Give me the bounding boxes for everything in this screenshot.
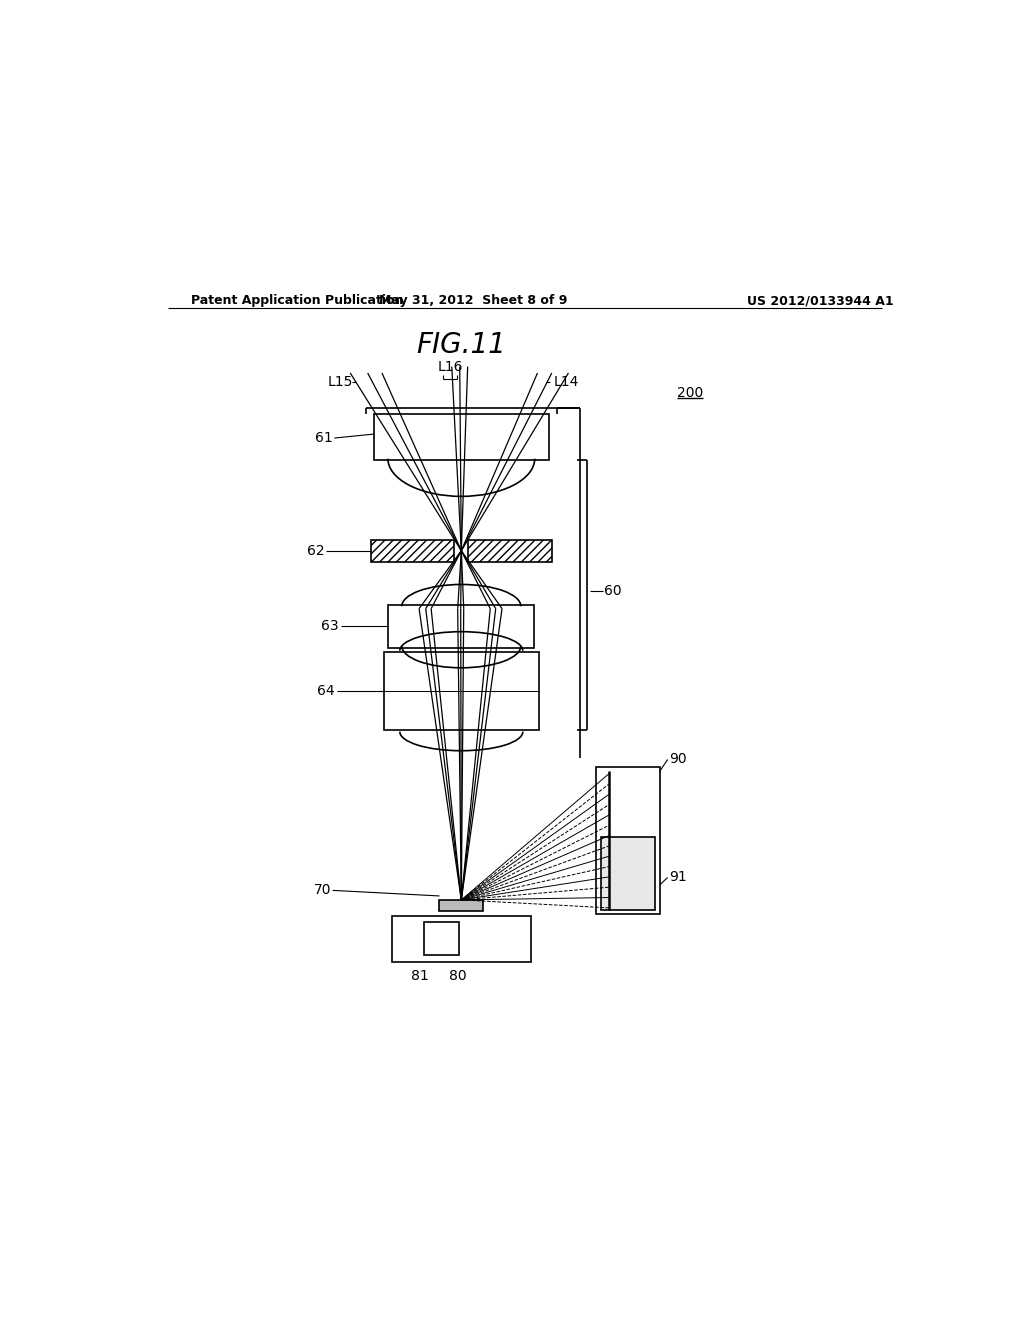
Text: 200: 200	[677, 385, 703, 400]
Text: L14: L14	[553, 375, 579, 389]
Bar	[601, 837, 655, 911]
Bar	[468, 540, 552, 562]
Text: L15: L15	[328, 375, 353, 389]
Bar	[596, 767, 659, 915]
Bar	[374, 414, 549, 461]
Text: US 2012/0133944 A1: US 2012/0133944 A1	[748, 294, 894, 308]
Text: 70: 70	[313, 883, 331, 898]
Text: 81: 81	[412, 969, 429, 983]
Text: FIG.11: FIG.11	[417, 331, 506, 359]
Bar	[439, 900, 483, 911]
Bar	[392, 916, 530, 962]
Text: May 31, 2012  Sheet 8 of 9: May 31, 2012 Sheet 8 of 9	[379, 294, 567, 308]
Text: 64: 64	[316, 684, 334, 698]
Bar	[424, 923, 460, 956]
Text: 90: 90	[670, 752, 687, 767]
Bar	[384, 652, 539, 730]
Text: Patent Application Publication: Patent Application Publication	[191, 294, 403, 308]
Bar	[371, 540, 455, 562]
Text: 60: 60	[604, 585, 622, 598]
Text: 63: 63	[321, 619, 338, 634]
Text: L16: L16	[437, 360, 463, 375]
Text: 62: 62	[307, 544, 325, 558]
Text: 91: 91	[670, 870, 687, 884]
Bar	[388, 605, 535, 648]
Text: 80: 80	[449, 969, 466, 983]
Text: 61: 61	[315, 432, 333, 445]
